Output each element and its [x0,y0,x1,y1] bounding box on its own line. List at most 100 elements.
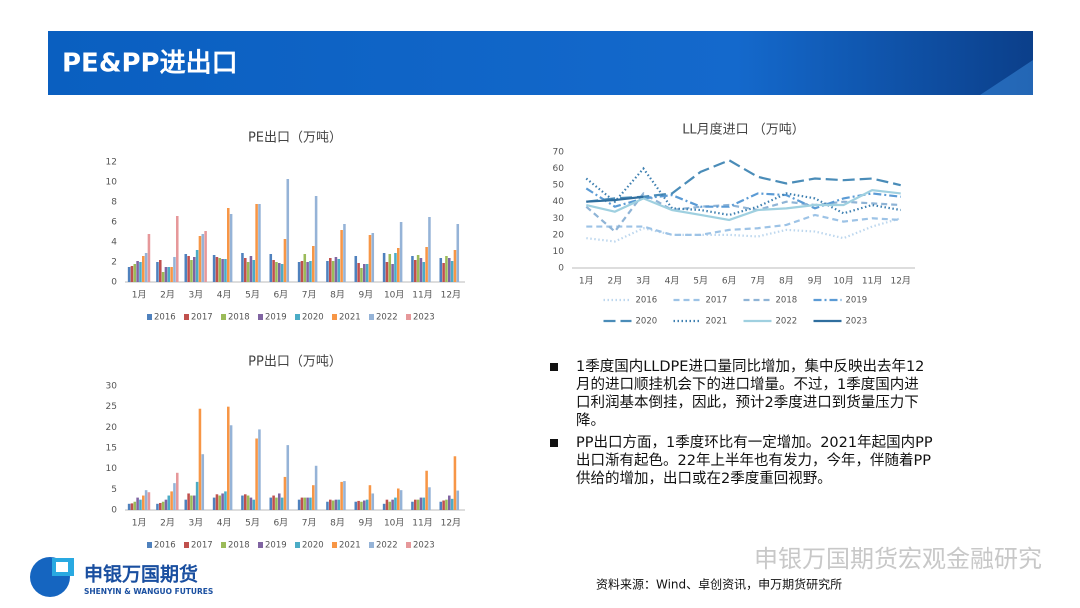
bar [201,234,205,282]
bar [456,490,460,510]
bullet: 1季度国内LLDPE进口量同比增加，集中反映出去年12月的进口顺挂机会下的进口增… [548,358,933,430]
legend-label: 2019 [846,296,868,306]
bar [399,222,403,282]
bar [170,267,173,282]
bar [388,254,392,282]
bar [249,256,253,282]
bar [229,214,233,282]
bar [198,236,202,282]
bar [133,264,137,282]
legend-label: 2019 [265,541,287,551]
legend-swatch [332,314,337,320]
bar [252,260,256,282]
bar [419,258,423,282]
y-tick-label: 0 [111,506,117,516]
x-tick-label: 4月 [665,276,680,287]
bar [297,262,301,282]
legend-swatch [369,314,374,320]
bar [258,204,261,282]
legend-label: 2016 [154,541,176,551]
bar [161,272,165,282]
y-tick-label: 10 [106,464,118,474]
bar [159,502,162,510]
x-tick-label: 6月 [273,518,288,529]
x-tick-label: 1月 [132,518,147,529]
x-tick-label: 7月 [302,518,317,529]
line-series [586,188,901,222]
legend-label: 2017 [191,541,213,551]
x-tick-label: 11月 [862,276,882,287]
x-tick-label: 6月 [273,290,288,301]
legend-label: 2023 [413,541,435,551]
bar [334,499,338,510]
bar [156,262,159,282]
y-tick-label: 6 [111,218,117,228]
bar [139,499,142,510]
bar [337,499,341,510]
bar [368,485,372,510]
legend-swatch [295,542,300,548]
bar [303,497,307,510]
bar [201,454,205,510]
bar [255,204,258,282]
line-series [586,217,902,243]
legend-label: 2021 [706,317,728,327]
x-tick-label: 3月 [188,518,203,529]
bar [326,261,329,282]
bar [456,224,460,282]
header-title: PE&PP进出口 [62,49,238,79]
y-tick-label: 10 [106,178,118,188]
bar [127,503,131,510]
bar [306,497,309,510]
legend-swatch [258,542,263,548]
bar [187,256,190,282]
bar [136,261,139,282]
line-series [585,166,901,217]
x-tick-label: 10月 [384,518,404,529]
legend-label: 2020 [636,317,658,327]
bar [187,493,190,510]
legend-swatch [369,542,374,548]
bar [414,260,417,282]
bar [195,250,199,282]
y-tick-label: 4 [111,238,117,248]
y-tick-label: 5 [111,485,117,495]
bar [241,495,244,510]
bar [414,499,417,510]
bar [312,246,315,282]
legend-label: 2020 [302,541,324,551]
bar [286,179,290,282]
bar [221,493,224,510]
legend-label: 2021 [339,541,361,551]
bar [357,500,360,510]
bar [385,262,389,282]
bar [139,262,142,282]
bar [448,258,451,282]
x-tick-label: 11月 [412,518,432,529]
bar [391,264,394,282]
bar [360,268,363,282]
bar [164,499,168,510]
bar [246,262,250,282]
bar [354,256,358,282]
y-tick-label: 8 [111,198,117,208]
bar [193,257,196,282]
x-tick-label: 8月 [330,290,345,301]
bar [246,495,250,510]
bar [252,499,256,510]
legend-swatch [406,542,411,548]
bar [343,224,346,282]
bar [212,497,216,510]
bar [419,497,423,510]
legend-label: 2023 [846,317,868,327]
bar [142,256,145,282]
bar [439,258,443,282]
bar [331,500,335,510]
legend-label: 2018 [228,313,250,323]
bar [156,503,159,510]
bar [416,499,420,510]
bar [385,499,389,510]
x-tick-label: 1月 [579,276,594,287]
bar [391,499,394,510]
x-tick-label: 11月 [412,290,432,301]
